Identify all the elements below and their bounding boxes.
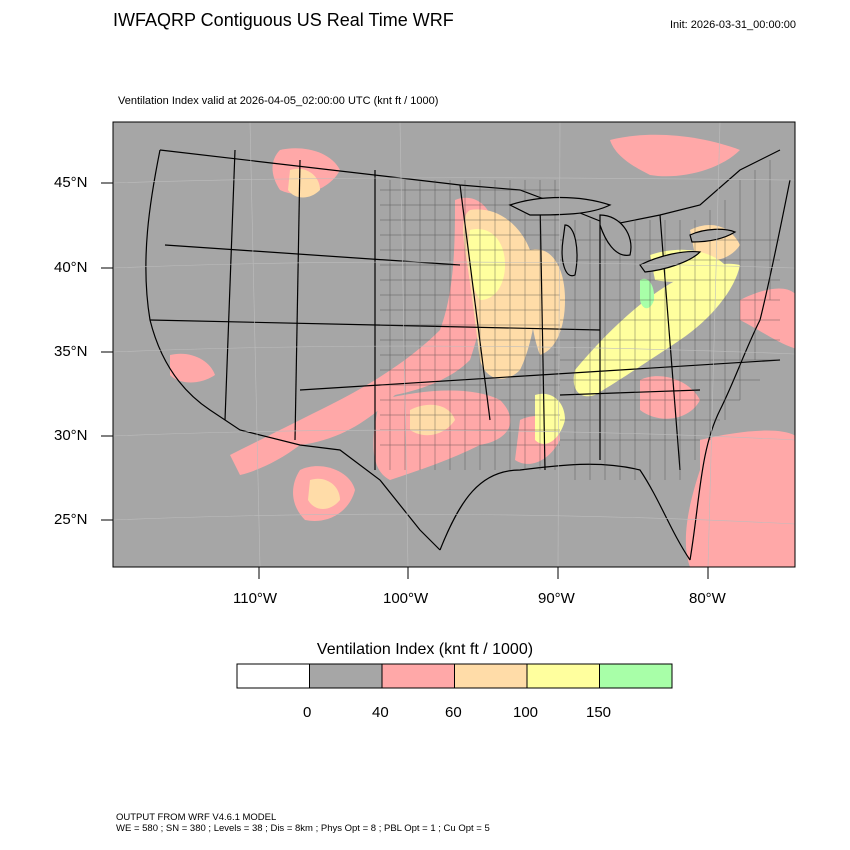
atlantic-ne-pink [740, 288, 795, 349]
lon-label-90: 90°W [538, 590, 575, 607]
lake-erie [639, 250, 702, 273]
georgia-pink [640, 376, 700, 419]
boundary-line [559, 389, 701, 396]
socal-pink [170, 353, 215, 383]
colorbar-label-0: 0 [303, 704, 312, 721]
lat-label-35: 35°N [54, 343, 88, 360]
boundary-line [224, 149, 236, 421]
init-time: Init: 2026-03-31_00:00:00 [670, 19, 796, 31]
colorbar-box-2 [381, 663, 455, 689]
lake-ontario [689, 228, 737, 243]
texas-pink [373, 390, 511, 480]
meridian-110 [249, 122, 261, 567]
meridian-100 [399, 122, 409, 567]
county-lines-h [380, 189, 560, 446]
appalachia-yellow [573, 263, 740, 397]
boundary-line [294, 159, 301, 441]
county-lines-v [389, 180, 556, 470]
map-frame [112, 121, 796, 568]
map-panel [113, 122, 795, 567]
lake-huron [599, 214, 632, 256]
graticule [113, 122, 795, 567]
parallel-35 [113, 345, 795, 355]
iowa-yellow [468, 229, 505, 300]
lat-label-30: 30°N [54, 427, 88, 444]
lat-label-25: 25°N [54, 511, 88, 528]
lon-label-80: 80°W [689, 590, 726, 607]
parallel-45 [113, 177, 795, 184]
lon-label-110: 110°W [233, 590, 278, 607]
colorbar-label-60: 60 [445, 704, 462, 721]
parallel-40 [113, 261, 795, 269]
axis-ticks [101, 182, 709, 579]
meridian-80 [707, 122, 721, 567]
map-title: IWFAQRP Contiguous US Real Time WRF [113, 10, 454, 30]
canada-pink [610, 134, 740, 177]
west-south-border [145, 149, 441, 551]
montana-orange [288, 168, 320, 198]
colorbar-box-3 [454, 663, 528, 689]
parallel-30 [113, 429, 795, 441]
colorbar-label-150: 150 [586, 704, 612, 721]
colorbar [236, 663, 673, 689]
colorbar-label-40: 40 [372, 704, 389, 721]
lake-superior [508, 196, 612, 216]
model-footer: OUTPUT FROM WRF V4.6.1 MODEL WE = 580 ; … [116, 812, 490, 834]
texas-orange [410, 404, 455, 436]
boundary-line [539, 199, 546, 471]
field-subtitle: Ventilation Index valid at 2026-04-05_02… [118, 95, 439, 107]
meridian-90 [557, 122, 561, 567]
mexico-orange [308, 478, 340, 509]
lon-label-100: 100°W [383, 590, 429, 607]
band-150-plus-region [640, 278, 655, 309]
footer-line-1: OUTPUT FROM WRF V4.6.1 MODEL [116, 812, 277, 823]
colorbar-box-0 [236, 663, 310, 689]
lat-label-40: 40°N [54, 259, 88, 276]
atlantic-coast [689, 179, 791, 561]
colorbar-box-4 [526, 663, 600, 689]
lat-label-45: 45°N [54, 174, 88, 191]
colorbar-title: Ventilation Index (knt ft / 1000) [316, 641, 534, 658]
footer-line-2: WE = 580 ; SN = 380 ; Levels = 38 ; Dis … [116, 823, 490, 834]
colorbar-label-100: 100 [513, 704, 539, 721]
colorbar-box-5 [599, 663, 673, 689]
county-grid [380, 160, 780, 480]
parallel-25 [113, 513, 795, 525]
colorbar-box-1 [309, 663, 383, 689]
atlantic-pink [685, 430, 795, 567]
